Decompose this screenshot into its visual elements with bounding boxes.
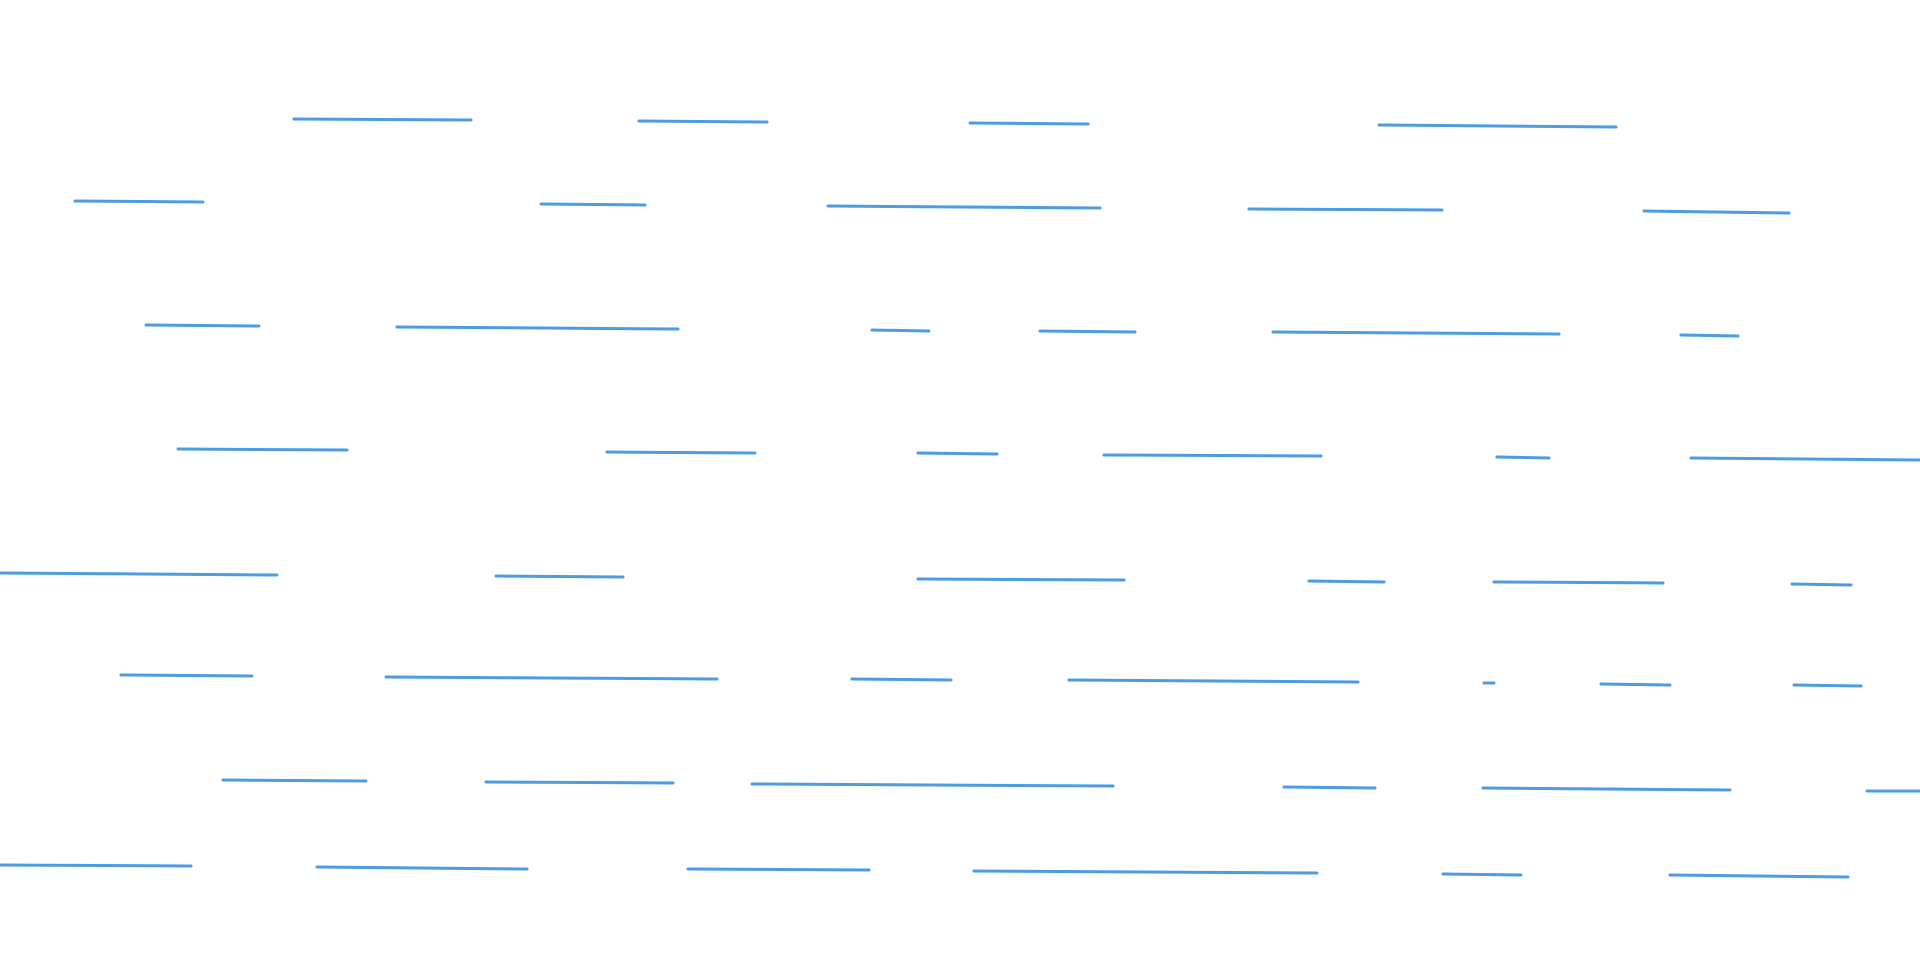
line-segment [916,451,999,456]
line-segment [686,867,871,872]
line-segment [0,571,279,577]
line-segment [1679,333,1740,338]
line-segment [1642,209,1791,215]
line-segment [221,778,368,783]
line-segment [484,780,675,785]
line-segment [144,323,261,328]
line-segment [1377,123,1618,129]
line-segment [1689,456,1920,462]
line-segment [1038,329,1137,334]
line-segment [73,199,205,204]
line-segment [1102,453,1323,458]
line-segment [1481,786,1732,792]
line-segment [1067,678,1360,684]
line-segment [1792,683,1863,688]
line-segment [972,869,1319,875]
line-segment [1247,207,1444,212]
line-segment [395,325,680,331]
line-segment [850,677,953,682]
line-segment [826,204,1102,210]
line-segment [1307,579,1386,584]
line-segment [292,117,473,122]
line-segment [1790,582,1853,587]
line-segment [119,673,254,678]
line-segment [1495,455,1551,460]
line-segment [176,447,349,452]
line-segment [1282,785,1377,790]
line-segment [637,119,769,124]
line-segment [0,863,193,868]
line-segment [1271,330,1561,336]
line-segment [315,865,529,871]
line-segment [1441,872,1523,877]
line-segment [494,574,625,579]
line-segment [384,675,719,681]
line-segment [1599,682,1672,687]
line-segment [539,202,647,207]
line-segment [870,328,931,333]
line-segment [1492,580,1665,585]
line-segment [750,782,1115,788]
line-segment [1668,873,1850,879]
line-segment [605,450,757,455]
line-segment [968,121,1090,126]
line-segment [916,577,1126,582]
